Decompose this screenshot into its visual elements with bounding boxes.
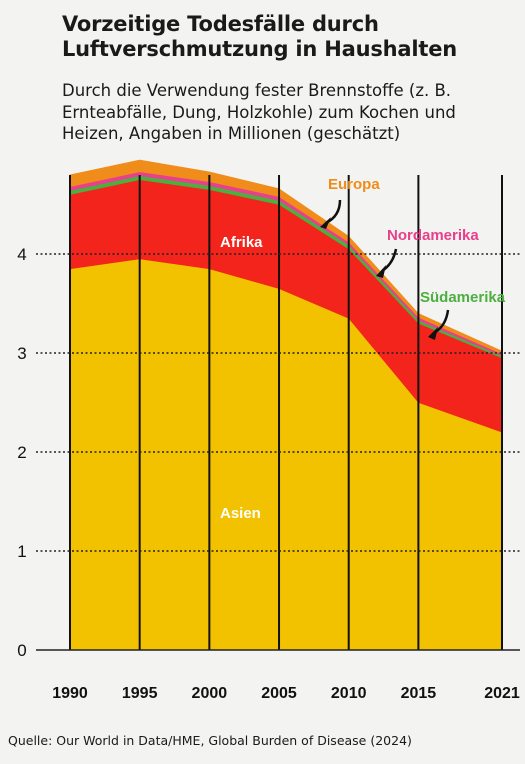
- arrowhead-europa: [320, 217, 331, 229]
- ytick-label-0: 0: [17, 641, 26, 660]
- label-nordamerika: Nordamerika: [387, 227, 479, 244]
- ytick-label-1: 1: [17, 542, 26, 561]
- label-asien: Asien: [220, 505, 261, 522]
- areas-group: [69, 159, 503, 651]
- arrow-europa: [325, 199, 342, 225]
- xticks-group: 1990 1995 2000 2005 2010 2015 2021: [52, 685, 520, 702]
- grid-group: [36, 175, 520, 651]
- label-afrika: Afrika: [220, 234, 263, 251]
- label-europa: Europa: [328, 176, 380, 193]
- xtick-label-2021: 2021: [484, 685, 520, 702]
- xtick-label-1995: 1995: [122, 685, 158, 702]
- ytick-label-4: 4: [17, 245, 26, 264]
- yticks-group: 0 1 2 3 4: [17, 245, 26, 660]
- label-suedamerika: Südamerika: [420, 289, 506, 306]
- arrowhead-nordamerika: [376, 265, 386, 278]
- chart-subtitle: Durch die Verwendung fester Brennstoffe …: [62, 81, 456, 143]
- source-note: Quelle: Our World in Data/HME, Global Bu…: [8, 733, 412, 748]
- xtick-label-2010: 2010: [331, 685, 367, 702]
- area-asien: [69, 258, 503, 651]
- stacked-area-chart: 0 1 2 3 4 1990 1995 2000 2005 2010 2015 2021 Europ…: [17, 159, 520, 702]
- xtick-label-2015: 2015: [401, 685, 437, 702]
- labels-group: Europa Afrika Nordamerika Südamerika Asi…: [220, 176, 506, 522]
- arrowhead-suedamerika: [428, 327, 438, 340]
- xtick-label-2005: 2005: [261, 685, 297, 702]
- chart-title: Vorzeitige Todesfälle durch Luftverschmu…: [62, 12, 458, 61]
- xtick-label-1990: 1990: [52, 685, 88, 702]
- ytick-label-3: 3: [17, 344, 26, 363]
- xtick-label-2000: 2000: [192, 685, 228, 702]
- ytick-label-2: 2: [17, 443, 26, 462]
